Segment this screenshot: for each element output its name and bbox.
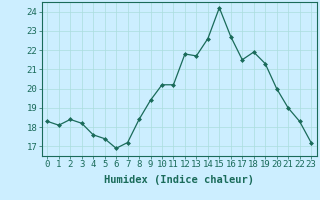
X-axis label: Humidex (Indice chaleur): Humidex (Indice chaleur) [104, 175, 254, 185]
